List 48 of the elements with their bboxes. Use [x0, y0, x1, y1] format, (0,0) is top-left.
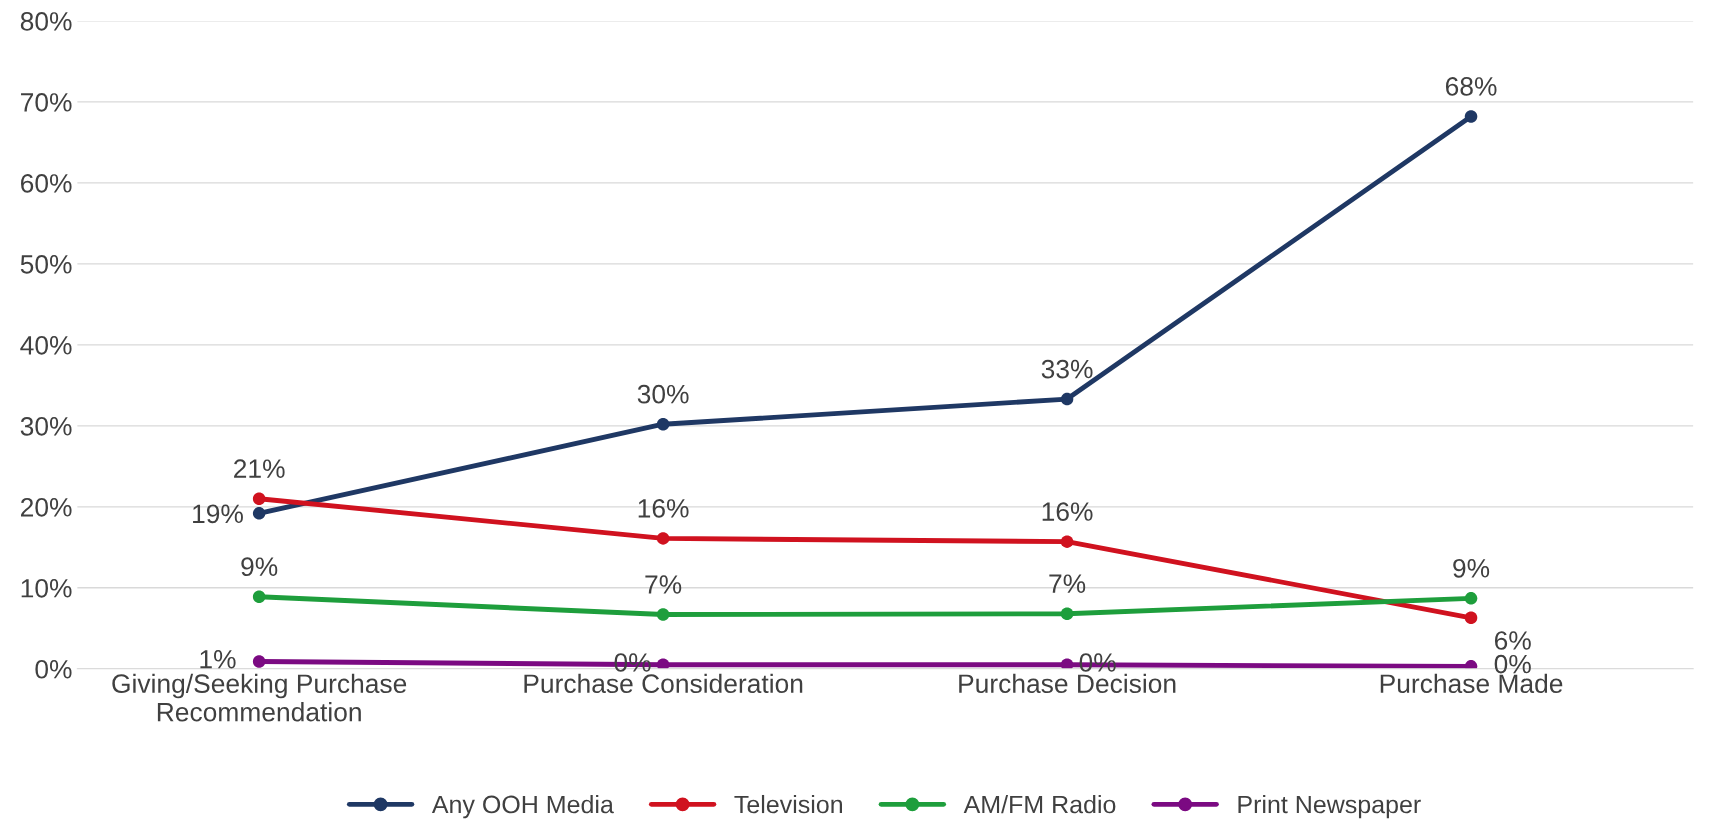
point: [1060, 535, 1074, 548]
data-label: 1%: [200, 650, 236, 669]
y-tick-label: 40%: [20, 335, 72, 355]
legend-label: AM/FM Radio: [963, 794, 1116, 814]
data-label: 33%: [1041, 359, 1093, 379]
y-tick-label: 20%: [21, 497, 72, 517]
data-label: 7%: [645, 575, 682, 594]
y-tick-label: 10%: [21, 578, 72, 598]
data-label: 30%: [637, 384, 689, 404]
point: [656, 417, 670, 431]
data-label: 0%: [1494, 654, 1531, 674]
y-tick-label: 70%: [21, 93, 72, 112]
point: [656, 608, 670, 621]
point: [252, 655, 266, 668]
y-tick-label: 60%: [21, 174, 72, 193]
point: [1060, 392, 1074, 406]
y-tick-label: 30%: [20, 416, 72, 436]
legend-label: Print Newspaper: [1238, 794, 1421, 819]
data-label: 0%: [1079, 653, 1116, 672]
point: [252, 590, 266, 603]
y-tick-label: 80%: [20, 12, 72, 31]
data-label: 9%: [1453, 558, 1490, 578]
data-label: 16%: [1042, 502, 1093, 521]
data-label: 68%: [1445, 77, 1497, 96]
data-label: 7%: [1049, 574, 1086, 593]
y-tick-label: 0%: [35, 659, 72, 679]
point: [1060, 607, 1074, 620]
data-label: 21%: [234, 459, 285, 478]
point: [1060, 658, 1074, 669]
legend-label: Any OOH Media: [431, 794, 614, 819]
x-tick-label: Purchase Made: [1380, 673, 1563, 694]
data-label: 19%: [193, 504, 243, 524]
data-label: 0%: [614, 653, 651, 672]
x-tick-label: Giving/Seeking Purchase Recommendation: [112, 673, 407, 722]
point: [1464, 611, 1478, 625]
point: [1464, 592, 1478, 605]
data-label: 16%: [638, 499, 689, 518]
data-label: 6%: [1494, 631, 1531, 650]
point: [1464, 110, 1478, 123]
x-tick-label: Purchase Decision: [959, 673, 1176, 694]
y-tick-label: 50%: [20, 255, 72, 274]
point: [252, 492, 266, 505]
point: [252, 507, 266, 520]
x-tick-label: Purchase Consideration: [524, 673, 803, 694]
point: [656, 658, 670, 669]
point: [656, 532, 670, 545]
legend-label: Television: [734, 794, 842, 814]
data-label: 9%: [241, 557, 278, 577]
